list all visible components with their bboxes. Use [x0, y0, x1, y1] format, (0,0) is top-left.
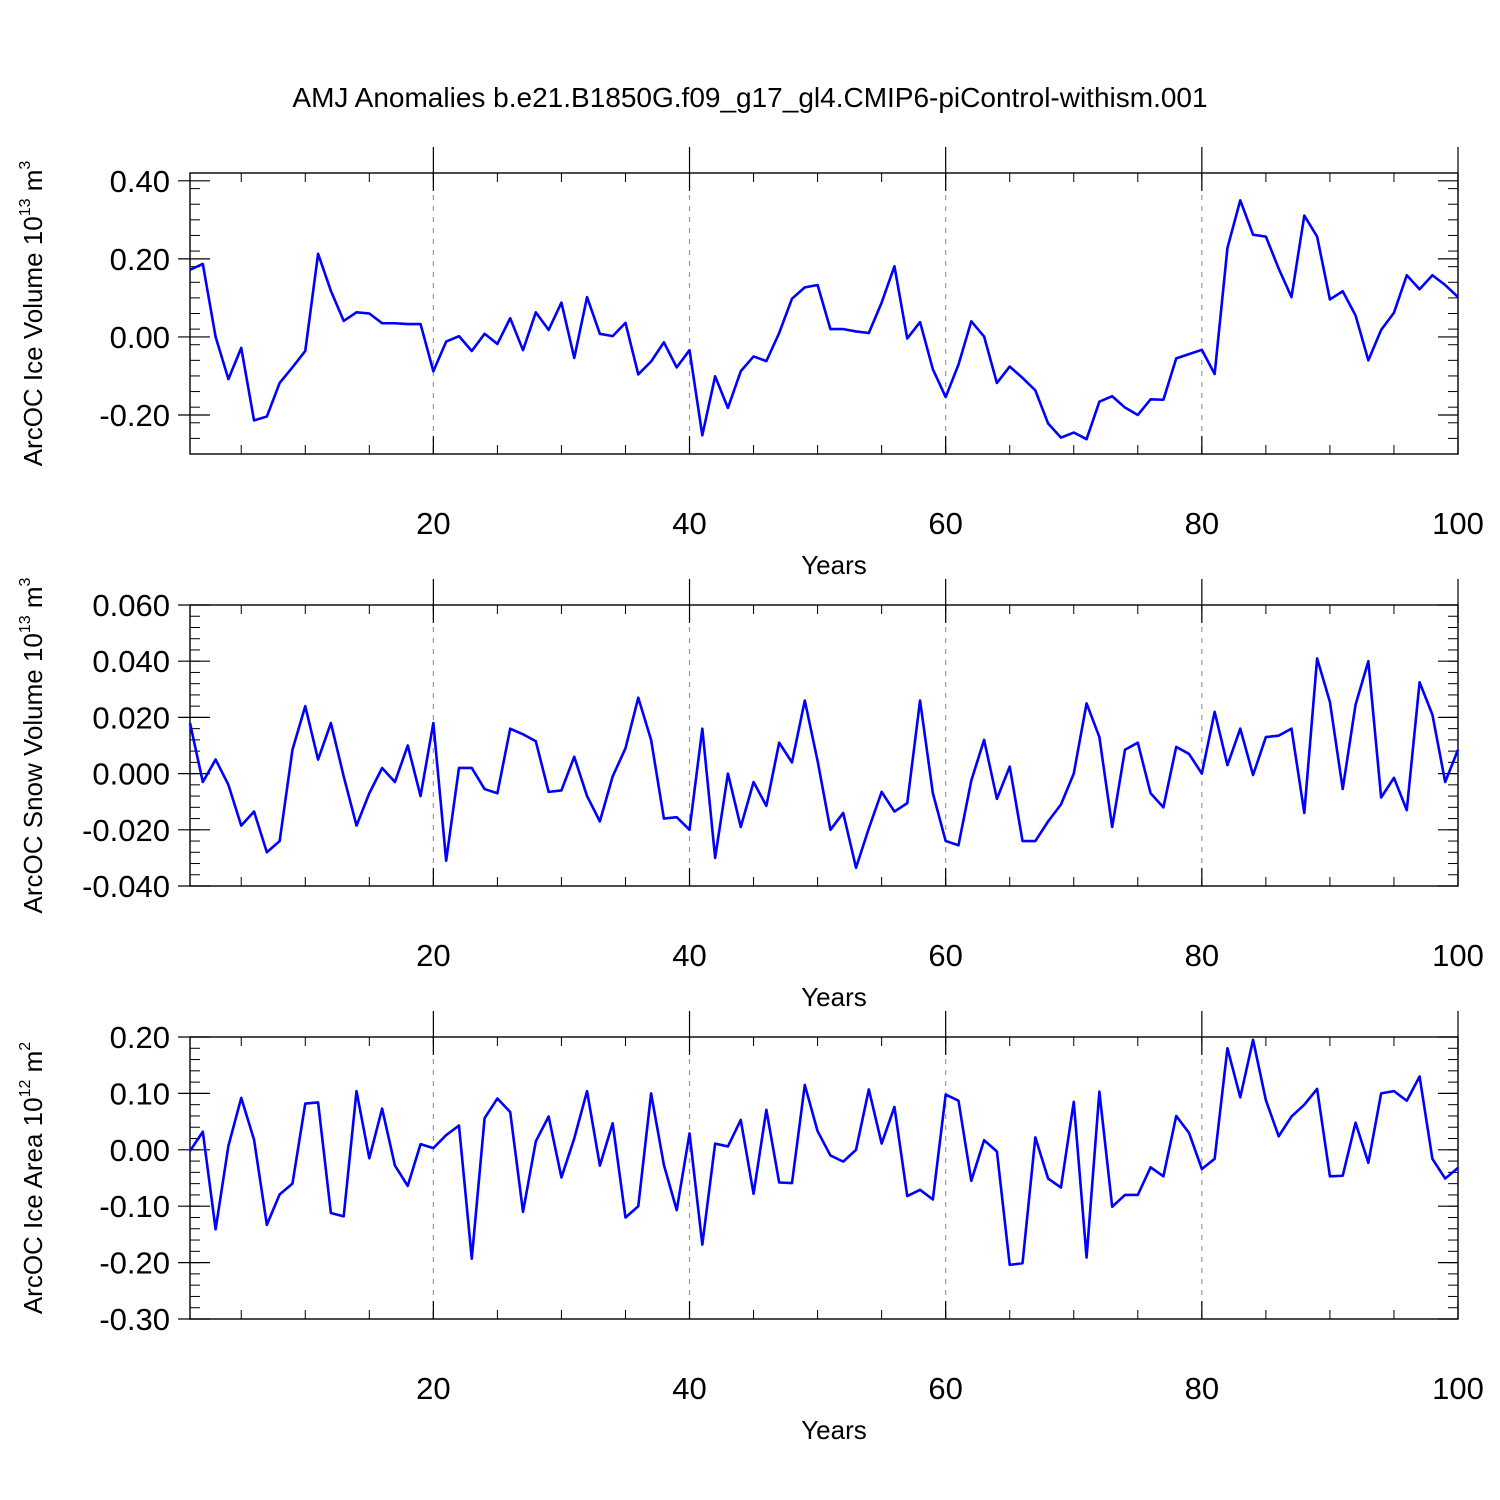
- y-tick-label: 0.020: [92, 700, 170, 735]
- x-tick-label: 100: [1432, 938, 1484, 973]
- plot-frame: [189, 1036, 1459, 1320]
- panel-3: -0.30 -0.20 -0.10 0.00 0.10 0.20 20 40 60 80 100 Ye…: [17, 1011, 1484, 1445]
- y-tick-label: 0.20: [110, 242, 170, 277]
- y-axis-title: ArcOC Ice Volume 1013 m3: [17, 161, 48, 467]
- series-line: [189, 199, 1459, 441]
- y-tick-label: 0.060: [92, 588, 170, 623]
- x-tick-label: 60: [928, 938, 962, 973]
- y-axis-title-unit: m: [18, 586, 48, 615]
- y-tick-label: -0.020: [82, 813, 170, 848]
- plot-frame: [189, 604, 1459, 887]
- x-tick-label: 20: [416, 938, 450, 973]
- y-tick-label: 0.00: [110, 320, 170, 355]
- y-axis-title-exponent: 12: [17, 1080, 34, 1098]
- y-axis-title-unit-exponent: 3: [17, 577, 34, 586]
- x-tick-label: 20: [416, 1371, 450, 1406]
- y-tick-label: 0.40: [110, 164, 170, 199]
- y-tick-label: 0.000: [92, 757, 170, 792]
- y-tick-label: -0.20: [99, 1246, 170, 1281]
- x-axis-title: Years: [801, 982, 867, 1012]
- y-tick-label: 0.00: [110, 1133, 170, 1168]
- chart-title: AMJ Anomalies b.e21.B1850G.f09_g17_gl4.C…: [292, 82, 1207, 113]
- plot-frame: [189, 172, 1459, 455]
- y-axis-title: ArcOC Snow Volume 1013 m3: [17, 577, 48, 913]
- y-axis-title-unit-exponent: 2: [17, 1042, 34, 1051]
- y-axis-title-base: ArcOC Ice Volume 10: [18, 216, 48, 466]
- x-tick-label: 100: [1432, 506, 1484, 541]
- y-axis-title-unit-exponent: 3: [17, 161, 34, 170]
- x-tick-label: 40: [672, 1371, 706, 1406]
- x-tick-label: 60: [928, 1371, 962, 1406]
- x-tick-label: 100: [1432, 1371, 1484, 1406]
- y-tick-label: -0.20: [99, 398, 170, 433]
- y-tick-label: -0.30: [99, 1302, 170, 1337]
- y-tick-label: 0.10: [110, 1076, 170, 1111]
- panel-2: -0.040 -0.020 0.000 0.020 0.040 0.060 20 40 60 80…: [17, 577, 1484, 1012]
- x-tick-label: 40: [672, 506, 706, 541]
- y-axis-title-base: ArcOC Ice Area 10: [18, 1097, 48, 1314]
- x-tick-label: 80: [1185, 938, 1219, 973]
- y-axis-title-exponent: 13: [17, 198, 34, 216]
- x-tick-label: 40: [672, 938, 706, 973]
- panels: -0.20 0.00 0.20 0.40 20 40 60 80 100 Years ArcOC I…: [17, 147, 1484, 1445]
- y-axis-title-unit: m: [18, 170, 48, 199]
- y-axis-title-base: ArcOC Snow Volume 10: [18, 633, 48, 913]
- y-axis-title-exponent: 13: [17, 615, 34, 633]
- x-tick-label: 80: [1185, 1371, 1219, 1406]
- x-tick-label: 20: [416, 506, 450, 541]
- x-tick-label: 60: [928, 506, 962, 541]
- series-line: [188, 1038, 1459, 1267]
- y-tick-label: -0.10: [99, 1189, 170, 1224]
- x-axis-title: Years: [801, 550, 867, 580]
- y-tick-label: 0.040: [92, 644, 170, 679]
- y-axis-title-unit: m: [18, 1051, 48, 1080]
- x-tick-label: 80: [1185, 506, 1219, 541]
- panel-1: -0.20 0.00 0.20 0.40 20 40 60 80 100 Years ArcOC I…: [17, 147, 1484, 580]
- x-axis-title: Years: [801, 1415, 867, 1445]
- y-axis-title: ArcOC Ice Area 1012 m2: [17, 1042, 48, 1314]
- y-tick-label: -0.040: [82, 869, 170, 904]
- y-tick-label: 0.20: [110, 1020, 170, 1055]
- series-line: [188, 657, 1460, 870]
